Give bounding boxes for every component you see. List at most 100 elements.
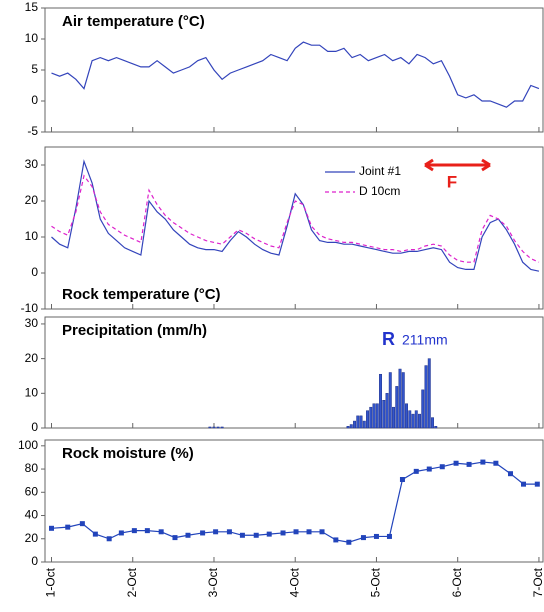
panel-title: Rock moisture (%)	[62, 445, 194, 462]
data-marker	[118, 530, 124, 536]
bar	[434, 426, 438, 429]
data-marker	[508, 471, 514, 477]
data-marker	[346, 539, 352, 545]
bar	[216, 426, 220, 429]
data-marker	[293, 529, 299, 535]
data-marker	[48, 525, 54, 531]
panel-title: Air temperature (°C)	[62, 13, 205, 30]
bar	[366, 410, 369, 429]
data-marker	[373, 533, 379, 539]
data-marker	[493, 460, 499, 466]
data-marker	[92, 531, 98, 537]
data-marker	[319, 529, 325, 535]
bar	[392, 406, 395, 429]
data-marker	[426, 466, 432, 472]
y-tick-label: 15	[25, 0, 39, 14]
x-tick-label: 2-Oct	[125, 567, 139, 597]
y-tick-label: 0	[31, 554, 38, 568]
y-tick-label: 10	[25, 385, 39, 399]
bar	[346, 426, 350, 429]
x-tick-label: 6-Oct	[450, 567, 464, 597]
annotation: F	[447, 172, 457, 191]
bar	[418, 413, 421, 429]
bar	[208, 426, 212, 429]
y-tick-label: -5	[27, 124, 38, 138]
plot-frame	[44, 146, 544, 310]
data-marker	[239, 532, 245, 538]
data-marker	[413, 468, 419, 474]
bar	[398, 368, 402, 429]
y-tick-label: 40	[25, 508, 39, 522]
bar	[372, 403, 376, 429]
bar	[414, 410, 418, 429]
bar	[379, 373, 382, 429]
data-marker	[158, 529, 164, 535]
data-marker	[79, 521, 85, 527]
y-tick-label: 30	[25, 316, 39, 330]
data-marker	[480, 459, 486, 465]
data-marker	[253, 532, 259, 538]
bar	[401, 372, 405, 429]
y-tick-label: 10	[25, 229, 39, 243]
x-tick-label: 3-Oct	[206, 567, 220, 597]
x-tick-label: 7-Oct	[531, 567, 544, 597]
data-marker	[466, 461, 472, 467]
data-marker	[200, 530, 206, 536]
bar	[395, 386, 399, 429]
data-marker	[65, 524, 71, 530]
y-tick-label: 20	[25, 531, 39, 545]
data-line	[51, 41, 540, 108]
y-tick-label: 10	[25, 31, 39, 45]
bar	[369, 406, 373, 429]
data-marker	[106, 536, 112, 542]
y-tick-label: 20	[25, 351, 39, 365]
panel-title: Rock temperature (°C)	[62, 286, 221, 303]
plot-frame	[44, 439, 544, 563]
bar	[388, 372, 392, 429]
annotation: R	[382, 329, 395, 349]
legend-label: D 10cm	[359, 184, 400, 198]
bar	[349, 424, 353, 429]
y-tick-label: 0	[31, 420, 38, 434]
bar	[359, 415, 363, 429]
bar	[424, 365, 428, 429]
data-marker	[360, 535, 366, 541]
bar	[427, 358, 431, 429]
bar	[362, 420, 366, 429]
data-marker	[172, 535, 178, 541]
data-marker	[280, 530, 286, 536]
data-marker	[185, 532, 191, 538]
data-marker	[453, 460, 459, 466]
data-marker	[144, 528, 150, 534]
y-tick-label: 5	[31, 62, 38, 76]
data-marker	[439, 464, 445, 470]
x-tick-label: 5-Oct	[369, 567, 383, 597]
panel-title: Precipitation (mm/h)	[62, 322, 207, 339]
data-marker	[399, 477, 405, 483]
bar	[375, 403, 379, 429]
data-marker	[333, 537, 339, 543]
y-tick-label: 30	[25, 157, 39, 171]
y-tick-label: 0	[31, 265, 38, 279]
data-marker	[266, 531, 272, 537]
bar	[220, 426, 224, 429]
data-line	[51, 159, 540, 272]
plot-frame	[44, 316, 544, 429]
bar	[382, 400, 386, 429]
legend-label: Joint #1	[359, 164, 401, 178]
y-tick-label: 20	[25, 193, 39, 207]
y-tick-label: 80	[25, 461, 39, 475]
bar	[421, 389, 425, 429]
data-marker	[306, 529, 312, 535]
y-tick-label: -10	[21, 301, 39, 315]
bar	[356, 415, 360, 429]
y-tick-label: 60	[25, 484, 39, 498]
data-marker	[534, 481, 540, 487]
data-line	[51, 174, 540, 263]
bar	[405, 403, 408, 429]
y-tick-label: 100	[18, 438, 38, 452]
arrow	[424, 158, 491, 172]
bar	[408, 410, 412, 429]
annotation: 211mm	[402, 332, 448, 348]
